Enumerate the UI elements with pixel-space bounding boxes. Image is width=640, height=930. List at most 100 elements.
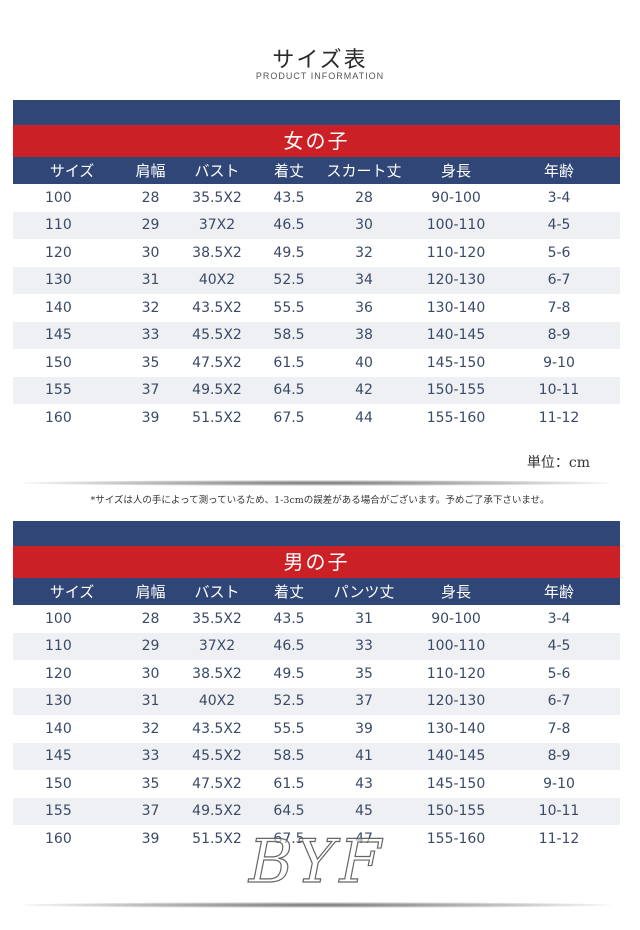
- table-cell: 61.5: [273, 354, 305, 371]
- table-cell: 43: [355, 775, 373, 792]
- girls-heading: 女の子: [13, 125, 620, 157]
- table-row: 145 33 45.5X2 58.5 41 140-145 8-9: [13, 742, 620, 770]
- table-cell: 49.5X2: [170, 797, 264, 825]
- table-cell: 43.5X2: [192, 299, 242, 316]
- table-cell: 35.5X2: [192, 189, 242, 206]
- table-cell: 120: [45, 665, 72, 682]
- table-cell: 46.5: [264, 211, 314, 239]
- table-cell: 49.5X2: [170, 376, 264, 404]
- table-row: 100 28 35.5X2 43.5 31 90-100 3-4: [13, 605, 620, 633]
- table-row: 110 29 37X2 46.5 33 100-110 4-5: [13, 632, 620, 660]
- table-row: 110 29 37X2 46.5 30 100-110 4-5: [13, 211, 620, 239]
- table-cell: 36: [355, 299, 373, 316]
- table-cell: 140-145: [414, 742, 498, 770]
- table-row: 120 30 38.5X2 49.5 35 110-120 5-6: [13, 660, 620, 688]
- table-cell: 160: [45, 830, 72, 847]
- table-cell: 150-155: [414, 797, 498, 825]
- table-cell: 46.5: [264, 632, 314, 660]
- girls-size-table: サイズ 肩幅 バスト 着丈 スカート丈 身長 年齢 100 28 35.5X2 43.…: [13, 157, 620, 432]
- table-cell: 32: [141, 720, 160, 737]
- table-cell: 40X2: [170, 266, 264, 294]
- table-cell: 110: [13, 211, 131, 239]
- table-cell: 39: [141, 830, 160, 847]
- table-cell: 52.5: [264, 266, 314, 294]
- table-cell: 130: [13, 266, 131, 294]
- table-cell: 43.5: [273, 610, 305, 627]
- table-cell: 33: [131, 742, 170, 770]
- column-header: サイズ: [13, 578, 131, 605]
- table-cell: 160: [45, 409, 72, 426]
- table-cell: 38.5X2: [192, 244, 242, 261]
- table-cell: 155: [13, 797, 131, 825]
- table-cell: 43.5: [273, 189, 305, 206]
- table-cell: 11-12: [538, 830, 580, 847]
- table-cell: 145-150: [426, 354, 486, 371]
- table-cell: 49.5: [273, 665, 305, 682]
- table-cell: 31: [355, 610, 373, 627]
- column-header: スカート丈: [314, 157, 414, 184]
- table-cell: 150: [45, 354, 72, 371]
- table-row: 160 39 51.5X2 67.5 44 155-160 11-12: [13, 404, 620, 432]
- table-cell: 58.5: [264, 321, 314, 349]
- table-cell: 10-11: [498, 797, 620, 825]
- table-cell: 90-100: [431, 610, 481, 627]
- table-row: 120 30 38.5X2 49.5 32 110-120 5-6: [13, 239, 620, 267]
- table-cell: 3-4: [547, 189, 571, 206]
- table-cell: 32: [141, 299, 160, 316]
- navy-band: [13, 521, 620, 546]
- table-cell: 150: [45, 775, 72, 792]
- table-cell: 35: [141, 354, 160, 371]
- table-cell: 140: [45, 299, 72, 316]
- table-cell: 35.5X2: [192, 610, 242, 627]
- table-cell: 39: [355, 720, 373, 737]
- table-cell: 90-100: [431, 189, 481, 206]
- table-row: 140 32 43.5X2 55.5 39 130-140 7-8: [13, 715, 620, 743]
- table-cell: 120-130: [414, 687, 498, 715]
- table-cell: 33: [131, 321, 170, 349]
- table-cell: 4-5: [498, 211, 620, 239]
- table-cell: 64.5: [264, 376, 314, 404]
- column-header: 年齢: [498, 578, 620, 605]
- table-cell: 145-150: [426, 775, 486, 792]
- table-cell: 42: [314, 376, 414, 404]
- table-cell: 30: [141, 665, 160, 682]
- table-cell: 155-160: [426, 830, 486, 847]
- table-cell: 11-12: [538, 409, 580, 426]
- table-cell: 37: [131, 376, 170, 404]
- table-cell: 9-10: [543, 775, 575, 792]
- unit-label: 単位：cm: [526, 455, 590, 471]
- table-cell: 39: [141, 409, 160, 426]
- table-cell: 47: [355, 830, 373, 847]
- table-cell: 45.5X2: [170, 321, 264, 349]
- column-header: 肩幅: [131, 157, 170, 184]
- measurement-note: *サイズは人の手によって測っているため、1-3cmの誤差がある場合がございます。…: [90, 495, 550, 506]
- table-cell: 61.5: [273, 775, 305, 792]
- table-cell: 130: [13, 687, 131, 715]
- column-header: 身長: [414, 578, 498, 605]
- table-cell: 100-110: [414, 211, 498, 239]
- table-cell: 33: [314, 632, 414, 660]
- table-cell: 31: [131, 687, 170, 715]
- table-cell: 28: [141, 189, 160, 206]
- table-cell: 110: [13, 632, 131, 660]
- table-cell: 47.5X2: [192, 354, 242, 371]
- page-subtitle: PRODUCT INFORMATION: [255, 71, 385, 81]
- column-header: 肩幅: [131, 578, 170, 605]
- table-cell: 51.5X2: [192, 830, 242, 847]
- table-cell: 28: [141, 610, 160, 627]
- table-cell: 29: [131, 632, 170, 660]
- table-row: 130 31 40X2 52.5 37 120-130 6-7: [13, 687, 620, 715]
- table-cell: 64.5: [264, 797, 314, 825]
- table-cell: 30: [314, 211, 414, 239]
- table-cell: 30: [141, 244, 160, 261]
- table-cell: 38.5X2: [192, 665, 242, 682]
- table-row: 140 32 43.5X2 55.5 36 130-140 7-8: [13, 294, 620, 322]
- table-cell: 7-8: [547, 299, 571, 316]
- table-cell: 10-11: [498, 376, 620, 404]
- column-header: パンツ丈: [314, 578, 414, 605]
- table-cell: 130-140: [426, 720, 486, 737]
- table-cell: 140-145: [414, 321, 498, 349]
- boys-size-table: サイズ 肩幅 バスト 着丈 パンツ丈 身長 年齢 100 28 35.5X2 43.5…: [13, 578, 620, 853]
- table-cell: 55.5: [273, 720, 305, 737]
- table-header-row: サイズ 肩幅 バスト 着丈 スカート丈 身長 年齢: [13, 157, 620, 184]
